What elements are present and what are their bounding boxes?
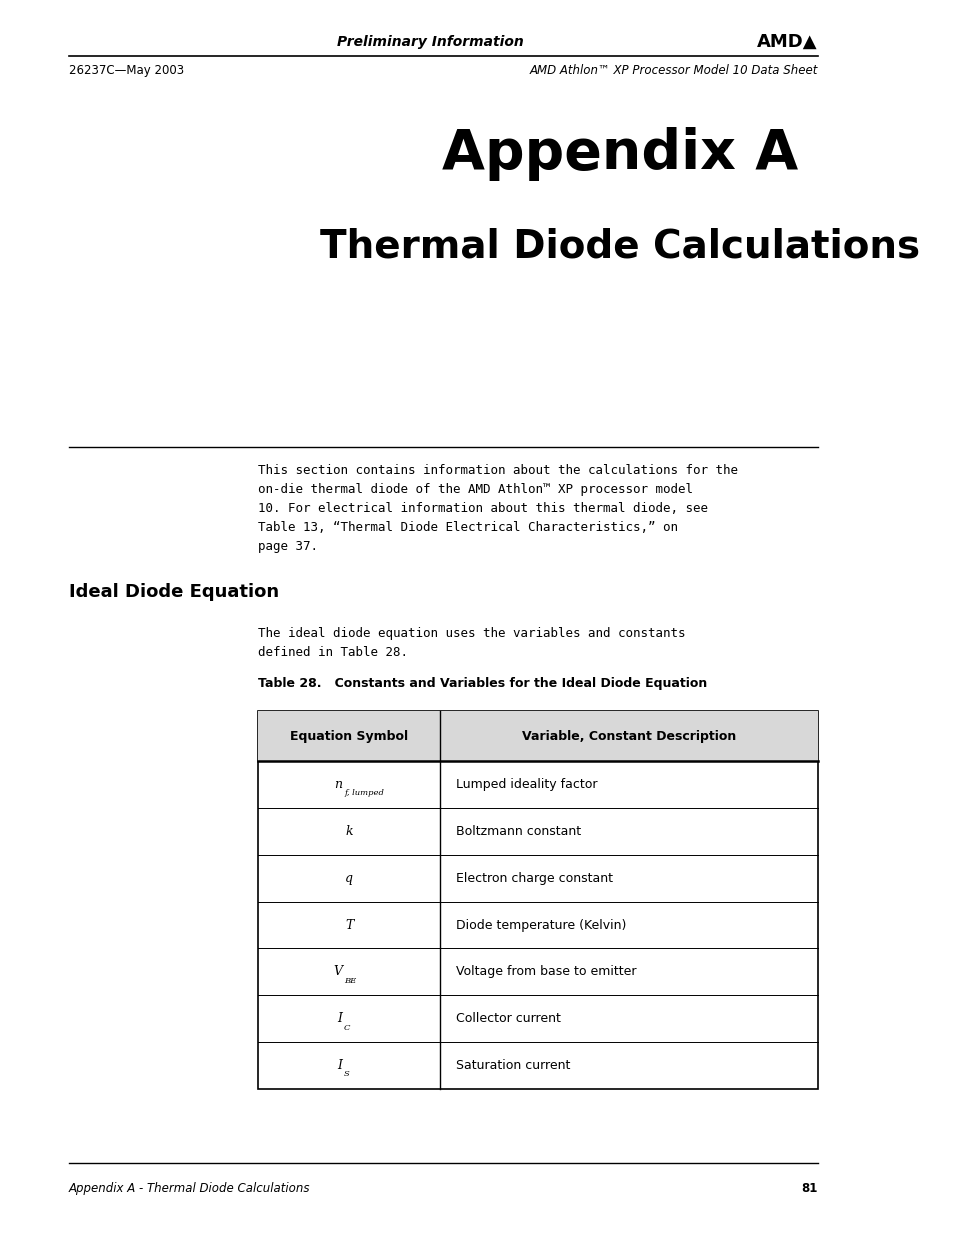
Text: Table 28.   Constants and Variables for the Ideal Diode Equation: Table 28. Constants and Variables for th…	[258, 677, 707, 690]
Text: Preliminary Information: Preliminary Information	[336, 35, 523, 49]
Text: Diode temperature (Kelvin): Diode temperature (Kelvin)	[456, 919, 625, 931]
Text: Electron charge constant: Electron charge constant	[456, 872, 612, 884]
Text: I: I	[337, 1060, 342, 1072]
Text: Ideal Diode Equation: Ideal Diode Equation	[69, 583, 278, 601]
Text: Saturation current: Saturation current	[456, 1060, 570, 1072]
Text: Appendix A - Thermal Diode Calculations: Appendix A - Thermal Diode Calculations	[69, 1182, 310, 1194]
Text: T: T	[345, 919, 353, 931]
Text: 26237C—May 2003: 26237C—May 2003	[69, 64, 184, 78]
Text: Variable, Constant Description: Variable, Constant Description	[521, 730, 736, 742]
Text: Boltzmann constant: Boltzmann constant	[456, 825, 580, 837]
Text: AMD▲: AMD▲	[757, 33, 817, 51]
Text: Voltage from base to emitter: Voltage from base to emitter	[456, 966, 636, 978]
Text: Lumped ideality factor: Lumped ideality factor	[456, 778, 597, 790]
Text: S: S	[344, 1071, 350, 1078]
Text: f, lumped: f, lumped	[344, 789, 383, 797]
Bar	[258, 711, 817, 761]
Text: Equation Symbol: Equation Symbol	[290, 730, 408, 742]
Bar	[258, 711, 817, 1089]
Text: BE: BE	[344, 977, 355, 984]
Text: V: V	[333, 966, 342, 978]
Text: The ideal diode equation uses the variables and constants
defined in Table 28.: The ideal diode equation uses the variab…	[258, 627, 685, 659]
Text: AMD Athlon™ XP Processor Model 10 Data Sheet: AMD Athlon™ XP Processor Model 10 Data S…	[529, 64, 817, 78]
Text: Appendix A: Appendix A	[441, 127, 797, 182]
Text: I: I	[337, 1013, 342, 1025]
Text: This section contains information about the calculations for the
on-die thermal : This section contains information about …	[258, 464, 738, 553]
Text: 81: 81	[801, 1182, 817, 1194]
Text: q: q	[345, 872, 353, 884]
Text: C: C	[344, 1024, 350, 1031]
Text: Thermal Diode Calculations: Thermal Diode Calculations	[319, 228, 919, 266]
Text: n: n	[334, 778, 342, 790]
Text: Collector current: Collector current	[456, 1013, 560, 1025]
Text: k: k	[345, 825, 353, 837]
